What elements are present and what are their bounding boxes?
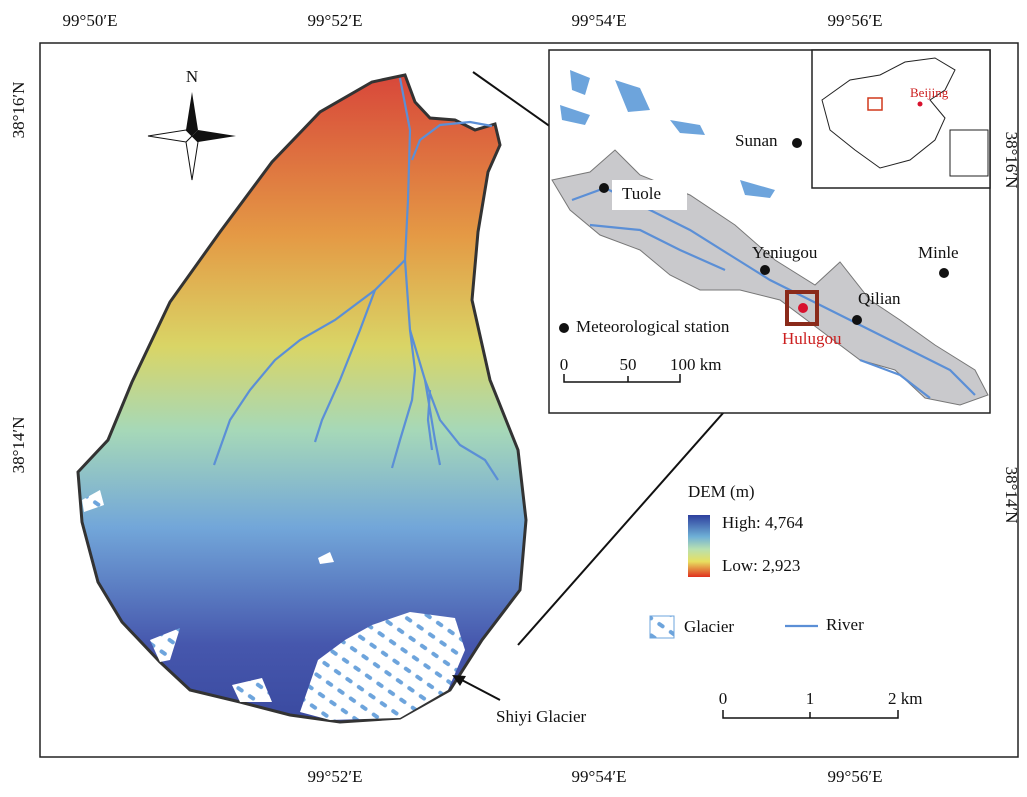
place-label: Tuole	[622, 184, 661, 203]
legend-title: DEM (m)	[688, 482, 755, 501]
axis-label: 99°56′E	[828, 767, 883, 786]
page: Hulugou basin map {"axes": {"top": ["99°…	[0, 0, 1027, 797]
axis-label: 99°52′E	[308, 11, 363, 30]
scale-label: 2 km	[888, 689, 922, 708]
scale-label: 1	[806, 689, 815, 708]
station-point	[599, 183, 609, 193]
glacier-legend-symbol	[650, 616, 674, 638]
hulugou-point	[798, 303, 808, 313]
axis-label: 38°16′N	[1002, 132, 1021, 189]
map: 99°50′E 99°52′E 99°54′E 99°56′E 99°52′E …	[0, 0, 1027, 797]
axis-label: 38°14′N	[1002, 467, 1021, 524]
north-arrow-point	[192, 130, 236, 142]
capital-point	[918, 102, 923, 107]
station-point	[852, 315, 862, 325]
station-point	[939, 268, 949, 278]
legend-label: High: 4,764	[722, 513, 804, 532]
north-arrow-point	[186, 136, 198, 180]
station-point	[792, 138, 802, 148]
scale-label: 0	[719, 689, 728, 708]
axis-label: 38°16′N	[9, 82, 28, 139]
north-arrow: N	[148, 67, 236, 180]
place-label: Qilian	[858, 289, 901, 308]
legend-label: Low: 2,923	[722, 556, 800, 575]
legend-label: River	[826, 615, 864, 634]
basin-dem	[78, 75, 526, 722]
annotation-arrow	[458, 678, 500, 700]
capital-label: Beijing	[910, 85, 949, 100]
axis-label: 38°14′N	[9, 417, 28, 474]
place-label: Yeniugou	[752, 243, 818, 262]
axis-label: 99°54′E	[572, 767, 627, 786]
dem-color-ramp	[688, 515, 710, 577]
axis-label: 99°56′E	[828, 11, 883, 30]
axis-label: 99°52′E	[308, 767, 363, 786]
scale-label: 50	[620, 355, 637, 374]
south-sea-box	[950, 130, 988, 176]
axis-label: 99°50′E	[63, 11, 118, 30]
scale-bar	[723, 710, 898, 718]
north-arrow-point	[148, 130, 192, 142]
place-label: Hulugou	[782, 329, 842, 348]
station-legend-label: Meteorological station	[576, 317, 730, 336]
station-point	[760, 265, 770, 275]
axis-label: 99°54′E	[572, 11, 627, 30]
north-label: N	[186, 67, 198, 86]
scale-label: 100 km	[670, 355, 721, 374]
place-label: Minle	[918, 243, 959, 262]
place-label: Sunan	[735, 131, 778, 150]
scale-label: 0	[560, 355, 569, 374]
north-arrow-point	[186, 92, 198, 136]
body: 99°50′E 99°52′E 99°54′E 99°56′E 99°52′E …	[0, 0, 1027, 797]
station-legend-symbol	[559, 323, 569, 333]
legend-label: Glacier	[684, 617, 734, 636]
annotation: Shiyi Glacier	[496, 707, 587, 726]
